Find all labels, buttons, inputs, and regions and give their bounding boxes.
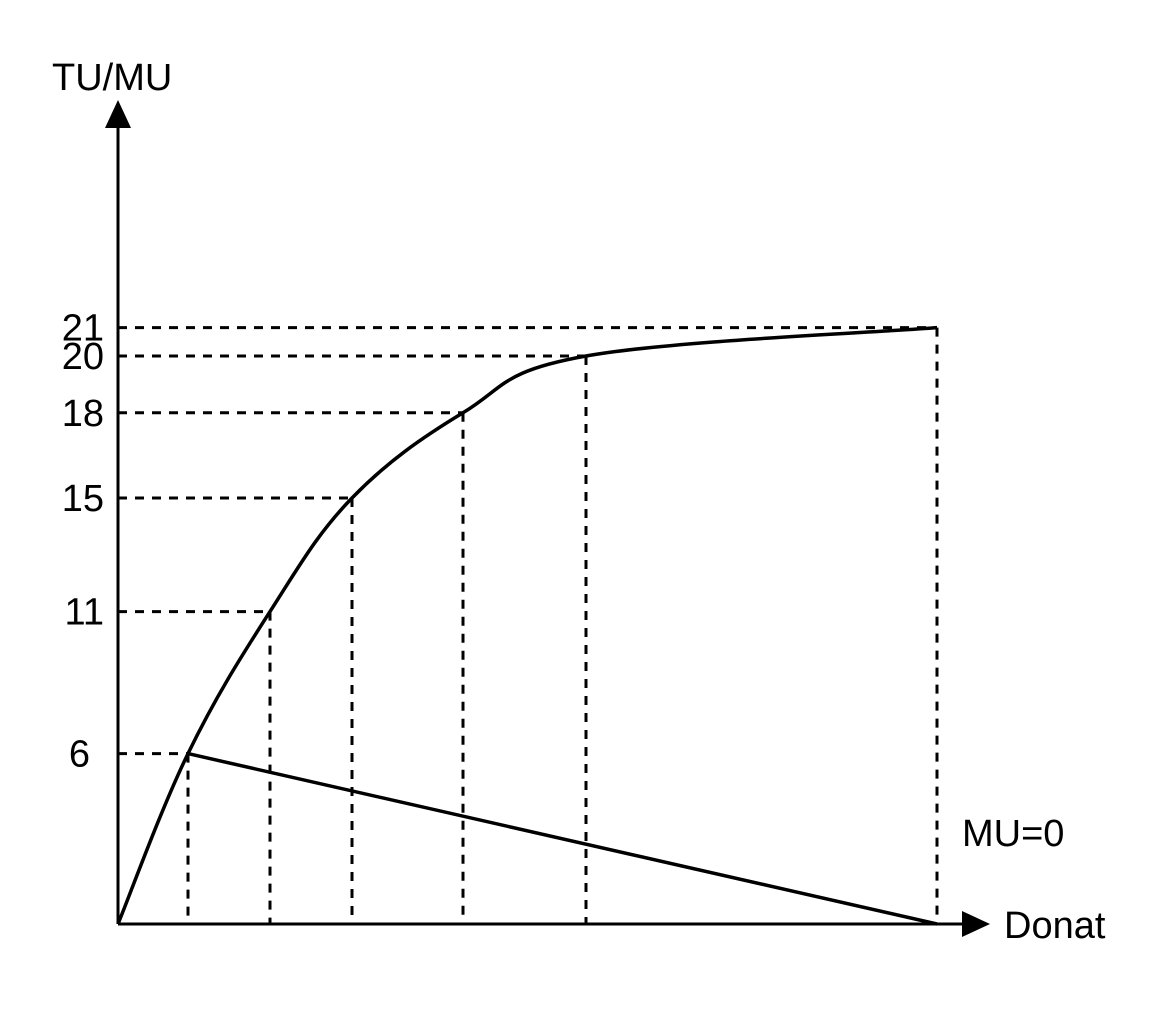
y-axis-title: TU/MU	[52, 57, 172, 99]
x-axis-arrow-icon	[962, 911, 990, 937]
y-tick-label: 20	[62, 336, 104, 378]
marginal-utility-line	[187, 751, 938, 926]
guide-lines	[118, 326, 939, 924]
y-tick-label: 6	[69, 734, 90, 776]
y-tick-label: 18	[62, 393, 104, 435]
mu-zero-annotation: MU=0	[962, 813, 1064, 855]
total-utility-curve	[116, 325, 938, 925]
annotations: MU=0	[962, 813, 1064, 855]
x-axis-title: Donat	[1004, 905, 1106, 947]
y-tick-label: 15	[62, 478, 104, 520]
y-tick-label: 21	[62, 308, 104, 350]
y-tick-label: 11	[65, 592, 104, 634]
y-axis-arrow-icon	[105, 100, 131, 128]
curves	[116, 325, 938, 926]
